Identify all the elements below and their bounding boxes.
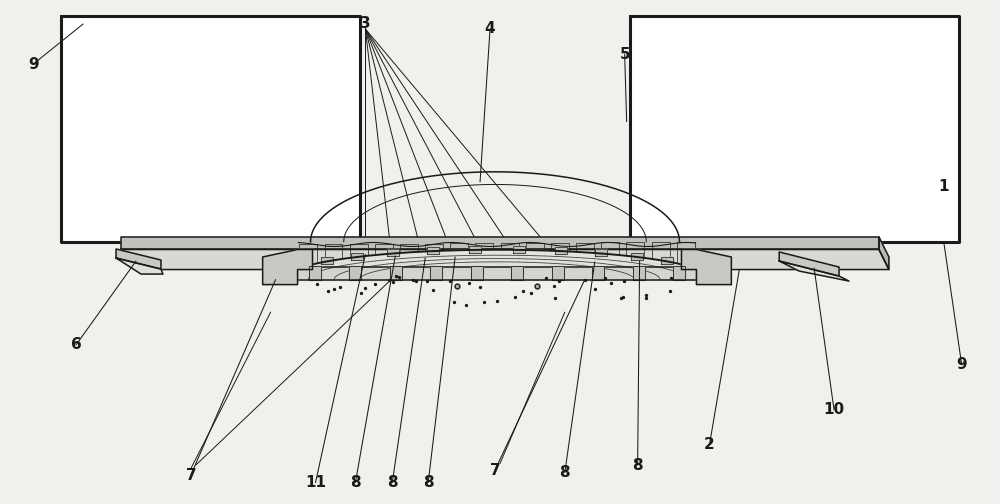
Polygon shape [321, 257, 333, 264]
Polygon shape [283, 250, 711, 280]
Polygon shape [595, 249, 607, 256]
Polygon shape [551, 243, 569, 266]
Text: 9: 9 [28, 56, 39, 72]
Polygon shape [576, 242, 594, 266]
Polygon shape [673, 266, 685, 280]
Polygon shape [116, 249, 161, 269]
Polygon shape [681, 249, 731, 285]
Text: 9: 9 [956, 357, 967, 372]
Polygon shape [511, 266, 523, 280]
Polygon shape [555, 247, 567, 254]
Polygon shape [779, 252, 839, 276]
Polygon shape [677, 242, 695, 266]
Polygon shape [430, 266, 442, 280]
Polygon shape [879, 237, 889, 270]
Polygon shape [699, 267, 711, 274]
Polygon shape [552, 266, 564, 280]
Polygon shape [501, 243, 519, 266]
Polygon shape [375, 244, 393, 266]
Polygon shape [387, 249, 399, 256]
Polygon shape [283, 267, 711, 280]
Text: 7: 7 [186, 468, 196, 482]
Polygon shape [684, 262, 696, 269]
Text: 8: 8 [423, 475, 434, 490]
Text: 11: 11 [305, 475, 326, 490]
Text: 4: 4 [485, 22, 495, 36]
Polygon shape [661, 257, 673, 264]
Text: 8: 8 [387, 475, 398, 490]
Polygon shape [626, 242, 644, 266]
Polygon shape [601, 242, 619, 266]
Text: 8: 8 [560, 465, 570, 480]
Polygon shape [592, 266, 604, 280]
Polygon shape [450, 243, 468, 266]
Text: 3: 3 [360, 17, 371, 31]
Polygon shape [309, 266, 321, 280]
Polygon shape [631, 253, 643, 260]
Text: 1: 1 [939, 179, 949, 195]
Polygon shape [469, 246, 481, 253]
Polygon shape [471, 266, 483, 280]
Polygon shape [475, 243, 493, 266]
Polygon shape [425, 243, 443, 266]
Text: 2: 2 [704, 437, 715, 453]
Polygon shape [633, 266, 645, 280]
Polygon shape [121, 237, 879, 249]
Text: 6: 6 [71, 337, 82, 352]
Polygon shape [630, 17, 959, 242]
Text: 8: 8 [632, 458, 643, 473]
Polygon shape [283, 267, 295, 274]
Polygon shape [325, 244, 342, 266]
Polygon shape [351, 253, 363, 260]
Polygon shape [116, 258, 163, 274]
Polygon shape [400, 244, 418, 266]
Polygon shape [263, 249, 313, 285]
Polygon shape [513, 246, 525, 253]
Polygon shape [121, 249, 889, 270]
Polygon shape [298, 262, 310, 269]
Text: 10: 10 [824, 402, 845, 417]
Polygon shape [526, 243, 544, 266]
Polygon shape [350, 244, 368, 266]
Polygon shape [349, 266, 361, 280]
Polygon shape [390, 266, 402, 280]
Text: 7: 7 [490, 463, 500, 477]
Polygon shape [779, 261, 849, 281]
Polygon shape [61, 17, 360, 242]
Polygon shape [652, 242, 670, 266]
Text: 8: 8 [350, 475, 361, 490]
Polygon shape [427, 247, 439, 254]
Polygon shape [299, 244, 317, 266]
Text: 5: 5 [619, 46, 630, 61]
